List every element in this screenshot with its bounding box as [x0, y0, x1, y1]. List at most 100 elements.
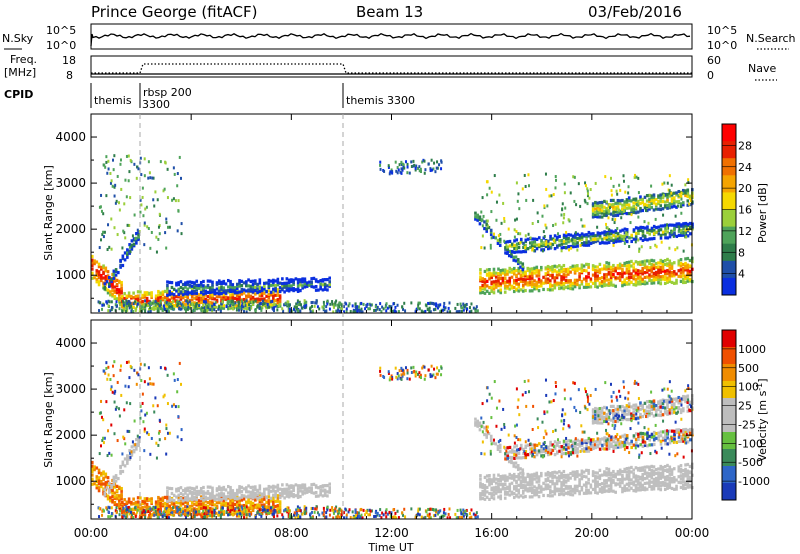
- power-cell: [195, 307, 199, 311]
- power-cell: [546, 277, 550, 281]
- power-cell: [228, 307, 231, 311]
- power-cell: [145, 301, 149, 306]
- power-cell: [476, 213, 479, 217]
- power-cell: [551, 242, 555, 246]
- power-cell: [483, 282, 487, 286]
- power-cell: [181, 282, 185, 287]
- power-cell: [125, 294, 129, 298]
- velocity-cell: [488, 491, 491, 496]
- power-cell: [607, 234, 611, 238]
- power-cell: [609, 212, 613, 216]
- velocity-cell: [553, 489, 557, 493]
- power-cell: [259, 302, 262, 306]
- power-cell: [652, 271, 656, 275]
- power-cell: [644, 234, 647, 238]
- power-cell: [269, 283, 273, 287]
- power-cell: [437, 304, 440, 308]
- power-cell: [609, 203, 613, 207]
- power-cell: [258, 306, 261, 310]
- velocity-cell: [276, 510, 280, 515]
- power-cell: [539, 281, 543, 285]
- velocity-cell: [161, 514, 164, 518]
- power-cell: [679, 223, 683, 227]
- nsky-trace: [90, 32, 691, 47]
- velocity-cell: [343, 516, 346, 520]
- power-cell: [524, 288, 527, 293]
- velocity-cell: [188, 489, 192, 494]
- power-cell: [551, 267, 554, 271]
- velocity-cell: [218, 511, 221, 515]
- velocity-cell: [433, 367, 436, 371]
- power-cell: [202, 284, 205, 288]
- power-cell: [135, 232, 138, 236]
- power-cell: [627, 269, 631, 273]
- power-cell: [111, 289, 114, 293]
- power-cell: [207, 303, 210, 307]
- power-cell: [251, 285, 255, 289]
- power-cell: [570, 246, 573, 250]
- power-cell: [591, 266, 595, 271]
- power-cell: [670, 266, 674, 270]
- velocity-cell: [219, 515, 222, 519]
- power-cell: [616, 264, 620, 268]
- power-cell: [657, 281, 660, 285]
- velocity-cell: [501, 485, 505, 489]
- power-cell: [580, 235, 584, 239]
- power-cell: [147, 160, 150, 164]
- velocity-cell: [229, 495, 232, 500]
- power-cell: [154, 303, 157, 307]
- power-cell: [573, 285, 577, 289]
- power-cell: [401, 168, 404, 172]
- power-cell: [460, 310, 463, 314]
- power-cell: [641, 197, 645, 202]
- power-cell: [266, 302, 269, 306]
- power-cell: [240, 289, 244, 293]
- power-cell: [325, 309, 328, 313]
- power-cell: [574, 231, 577, 235]
- velocity-cell: [263, 506, 266, 510]
- velocity-cell: [323, 490, 327, 495]
- power-cell: [497, 267, 500, 271]
- power-cell: [179, 297, 183, 301]
- power-cell: [290, 310, 293, 314]
- power-cell: [616, 205, 620, 209]
- power-cell: [113, 279, 117, 283]
- power-cell: [668, 231, 672, 236]
- velocity-cell: [249, 493, 253, 497]
- power-cell: [356, 305, 359, 309]
- velocity-cell: [432, 514, 435, 518]
- power-cell: [516, 258, 520, 262]
- velocity-cell: [197, 492, 201, 496]
- velocity-cell: [118, 504, 121, 508]
- power-cell: [528, 280, 532, 285]
- power-cell: [338, 305, 341, 309]
- power-cell: [149, 246, 152, 250]
- velocity-cell: [211, 489, 214, 493]
- power-cell: [152, 305, 156, 309]
- power-cell: [211, 293, 214, 297]
- velocity-cell: [243, 508, 246, 512]
- power-cell: [193, 281, 196, 285]
- velocity-cell: [340, 510, 343, 514]
- power-cell: [110, 308, 113, 312]
- velocity-cell: [220, 508, 223, 512]
- power-cell: [544, 272, 548, 276]
- velocity-cell: [202, 492, 205, 496]
- power-cell: [645, 199, 649, 203]
- velocity-cell: [128, 512, 131, 516]
- power-cell: [576, 236, 579, 241]
- power-cell: [166, 304, 169, 308]
- power-cell: [513, 239, 516, 243]
- power-cell: [618, 183, 621, 187]
- power-cell: [568, 248, 571, 252]
- velocity-cell: [97, 489, 101, 493]
- power-cell: [186, 295, 190, 300]
- power-cell: [321, 305, 324, 309]
- velocity-cell: [233, 510, 237, 514]
- power-cell: [134, 297, 138, 301]
- power-cell: [115, 304, 118, 308]
- power-cell: [659, 275, 663, 279]
- power-cell: [178, 301, 181, 305]
- velocity-cell: [136, 510, 139, 514]
- velocity-cell: [383, 375, 386, 379]
